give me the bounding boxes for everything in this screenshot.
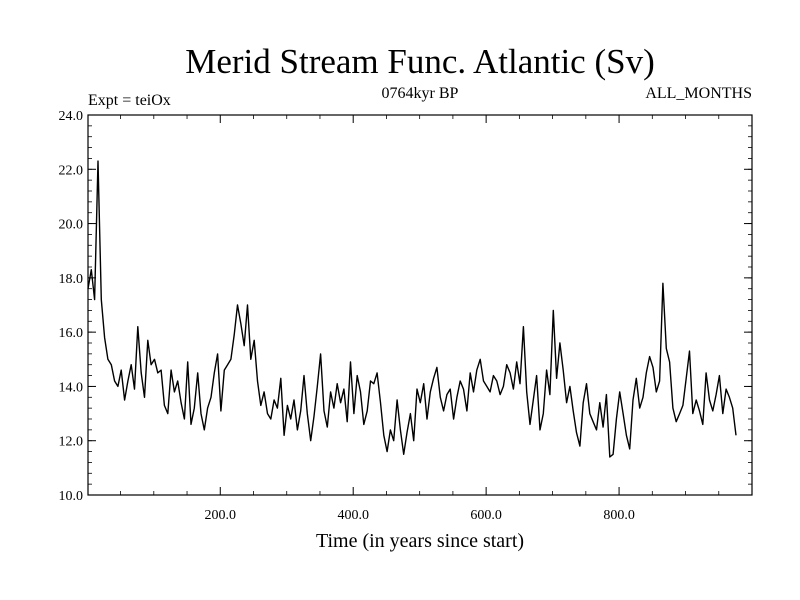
y-tick-label: 24.0 xyxy=(59,109,84,124)
chart-title: Merid Stream Func. Atlantic (Sv) xyxy=(185,42,655,81)
x-tick-label: 800.0 xyxy=(603,508,635,523)
months-label: ALL_MONTHS xyxy=(645,85,752,102)
y-tick-label: 10.0 xyxy=(59,489,84,504)
y-tick-label: 20.0 xyxy=(59,218,84,233)
y-tick-label: 12.0 xyxy=(59,435,84,450)
y-tick-label: 16.0 xyxy=(59,326,84,341)
experiment-label: Expt = teiOx xyxy=(88,92,171,109)
x-tick-label: 600.0 xyxy=(470,508,502,523)
x-axis-label: Time (in years since start) xyxy=(316,530,524,552)
y-tick-label: 18.0 xyxy=(59,272,84,287)
x-tick-label: 200.0 xyxy=(205,508,237,523)
y-tick-label: 14.0 xyxy=(59,380,84,395)
series-line xyxy=(87,160,737,458)
period-label: 0764kyr BP xyxy=(382,85,459,102)
x-tick-label: 400.0 xyxy=(337,508,369,523)
plot-frame xyxy=(87,114,753,496)
y-tick-label: 22.0 xyxy=(59,163,84,178)
